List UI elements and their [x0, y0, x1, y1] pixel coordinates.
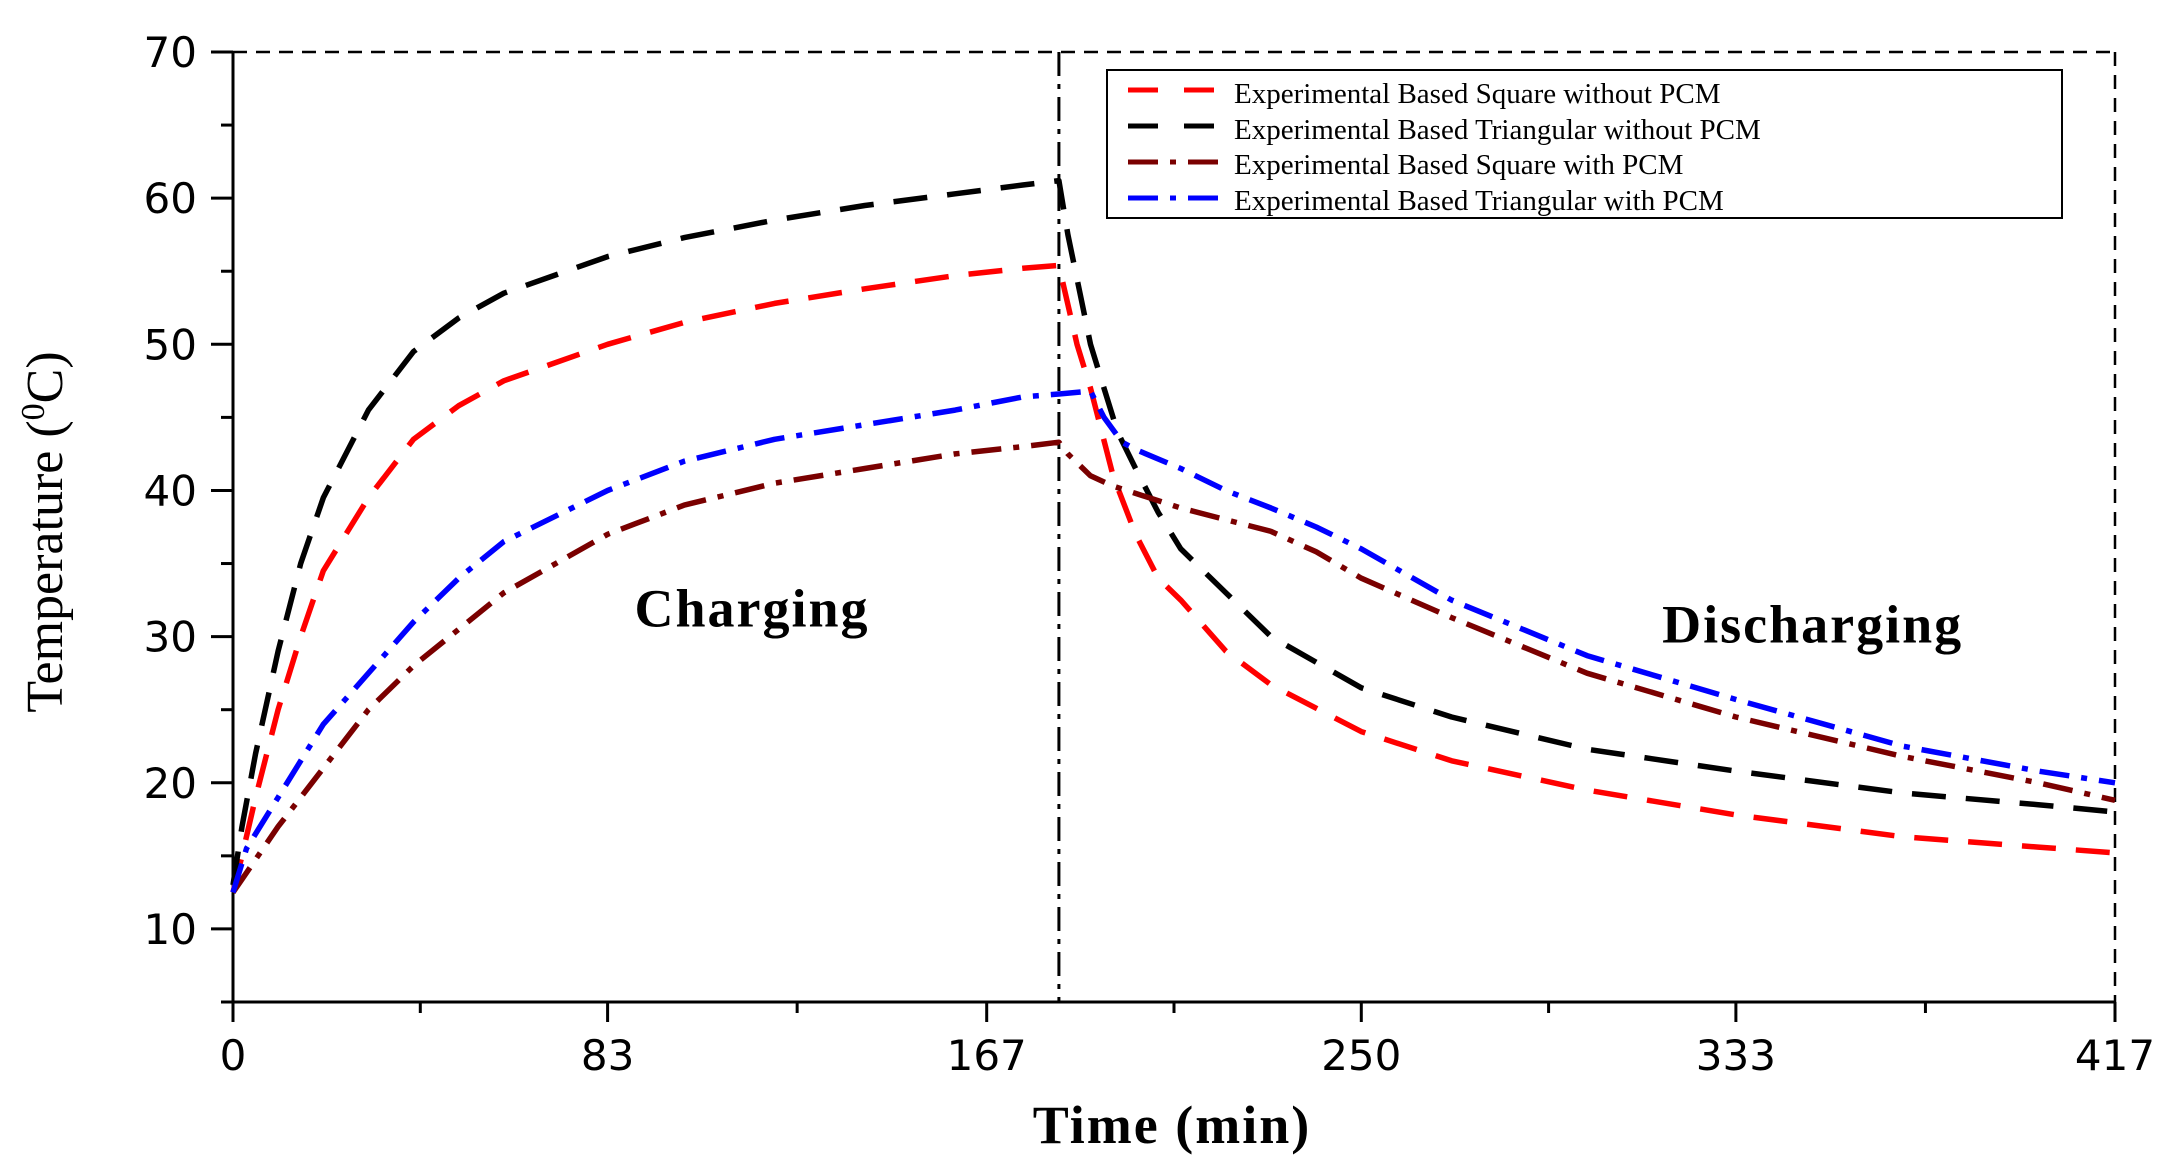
y-tick-label: 20	[144, 759, 197, 808]
legend-label: Experimental Based Square with PCM	[1234, 149, 1683, 181]
y-tick-label: 60	[144, 174, 197, 223]
legend-entry-triangular-with-pcm: Experimental Based Triangular with PCM	[1128, 185, 1724, 217]
legend-box	[1106, 69, 2063, 219]
legend-entry-triangular-without-pcm: Experimental Based Triangular without PC…	[1128, 114, 1761, 146]
series-lines	[230, 177, 2116, 894]
charging-annotation: Charging	[634, 578, 869, 638]
x-tick-label: 417	[2075, 1031, 2155, 1080]
legend: Experimental Based Square without PCM Ex…	[1106, 69, 2063, 219]
y-tick-label: 50	[144, 320, 197, 369]
y-tick-label: 10	[144, 905, 197, 954]
x-tick-label: 83	[581, 1031, 634, 1080]
y-axis-title: Temperature (0C)	[15, 351, 75, 712]
legend-label: Experimental Based Triangular with PCM	[1234, 185, 1724, 217]
y-tick-label: 30	[144, 613, 197, 662]
x-axis: 0 83 167 250 333 417	[220, 1002, 2155, 1080]
legend-entry-square-without-pcm: Experimental Based Square without PCM	[1128, 78, 1721, 110]
x-tick-label: 0	[220, 1031, 247, 1080]
y-tick-label: 70	[144, 28, 197, 77]
series-line-0	[230, 262, 2116, 894]
y-tick-label: 40	[144, 466, 197, 515]
x-tick-label: 250	[1321, 1031, 1401, 1080]
series-line-2	[230, 439, 2116, 894]
x-tick-label: 333	[1696, 1031, 1776, 1080]
legend-label: Experimental Based Triangular without PC…	[1234, 114, 1761, 146]
x-axis-title: Time (min)	[1033, 1095, 1311, 1155]
legend-entry-square-with-pcm: Experimental Based Square with PCM	[1128, 149, 1683, 181]
discharging-annotation: Discharging	[1662, 594, 1963, 654]
series-line-1	[230, 177, 2116, 886]
y-axis: 10 20 30 40 50 60 70	[144, 28, 233, 1004]
series-line-3	[230, 388, 2116, 894]
legend-label: Experimental Based Square without PCM	[1234, 78, 1721, 110]
x-tick-label: 167	[947, 1031, 1027, 1080]
